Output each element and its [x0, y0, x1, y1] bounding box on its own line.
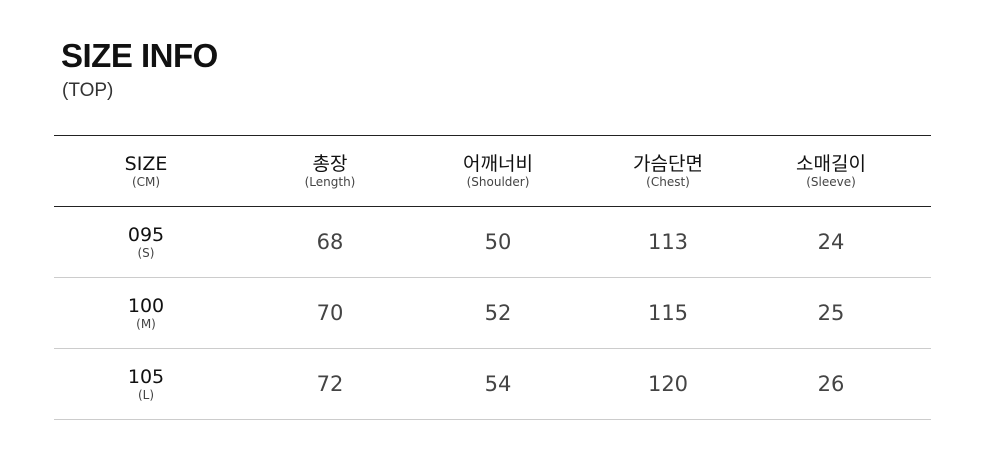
size-table: SIZE (CM) 총장 (Length) 어깨너비 (Shoulder) 가슴단면(… [54, 135, 931, 420]
length-cell: 72 [316, 372, 344, 396]
shoulder-cell: 50 [484, 230, 512, 254]
table-row: 100 (M) 70 52 115 25 [54, 278, 931, 349]
page-title: SIZE INFO [61, 37, 218, 74]
shoulder-cell: 54 [484, 372, 512, 396]
sleeve-cell: 25 [817, 301, 845, 325]
size-value: 105 [127, 366, 165, 388]
header-sublabel: (Length) [304, 175, 356, 189]
table-row: 095 (S) 68 50 113 24 [54, 207, 931, 278]
header-sleeve: 소매길이 (Sleeve) [751, 136, 911, 206]
header-sublabel: (Sleeve) [806, 175, 856, 189]
table-row: 105 (L) 72 54 120 26 [54, 349, 931, 420]
header-label: 어깨너비 [463, 153, 533, 175]
header-label: 가슴단면 [633, 153, 703, 175]
header-sublabel: (Shoulder) [466, 175, 530, 189]
header-label: SIZE [124, 153, 168, 175]
header-shoulder: 어깨너비 (Shoulder) [418, 136, 578, 206]
header-label: 소매길이 [796, 153, 866, 175]
length-cell: 68 [316, 230, 344, 254]
size-label: (L) [137, 388, 155, 402]
sleeve-cell: 24 [817, 230, 845, 254]
header-chest: 가슴단면 (Chest) [588, 136, 748, 206]
size-cell: 105 (L) [66, 349, 226, 419]
size-label: (M) [136, 317, 156, 331]
length-cell: 70 [316, 301, 344, 325]
size-value: 100 [127, 295, 165, 317]
chest-cell: 115 [647, 301, 689, 325]
size-value: 095 [127, 224, 165, 246]
size-cell: 095 (S) [66, 207, 226, 277]
header-sublabel: (CM) [131, 175, 161, 189]
table-header: SIZE (CM) 총장 (Length) 어깨너비 (Shoulder) 가슴단면(… [54, 136, 931, 207]
shoulder-cell: 52 [484, 301, 512, 325]
header-sublabel: (Chest) [646, 175, 690, 189]
chest-cell: 113 [647, 230, 689, 254]
sleeve-cell: 26 [817, 372, 845, 396]
size-cell: 100 (M) [66, 278, 226, 348]
size-label: (S) [137, 246, 155, 260]
header-label: 총장 [312, 153, 348, 175]
chest-cell: 120 [647, 372, 689, 396]
header-size: SIZE (CM) [66, 136, 226, 206]
page-subtitle: (TOP) [62, 80, 114, 101]
header-length: 총장 (Length) [250, 136, 410, 206]
